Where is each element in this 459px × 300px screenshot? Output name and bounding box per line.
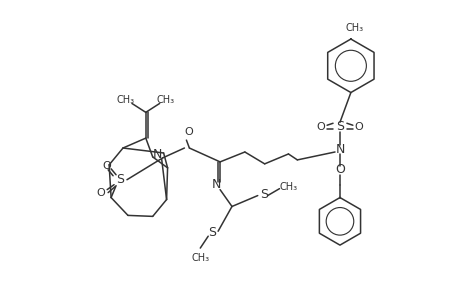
Text: O: O	[353, 122, 363, 132]
Text: N: N	[335, 142, 344, 155]
Text: S: S	[335, 120, 343, 133]
Text: O: O	[184, 127, 192, 137]
Text: O: O	[102, 161, 111, 171]
Text: S: S	[208, 226, 216, 239]
Text: S: S	[259, 188, 267, 201]
Text: O: O	[96, 188, 106, 198]
Text: N: N	[211, 178, 220, 191]
Text: CH₃: CH₃	[117, 95, 135, 106]
Text: CH₃: CH₃	[156, 95, 174, 106]
Text: S: S	[116, 173, 124, 186]
Text: CH₃: CH₃	[279, 182, 297, 192]
Text: O: O	[334, 163, 344, 176]
Text: O: O	[316, 122, 325, 132]
Text: CH₃: CH₃	[345, 23, 363, 33]
Text: CH₃: CH₃	[191, 253, 209, 263]
Text: N: N	[153, 148, 162, 161]
